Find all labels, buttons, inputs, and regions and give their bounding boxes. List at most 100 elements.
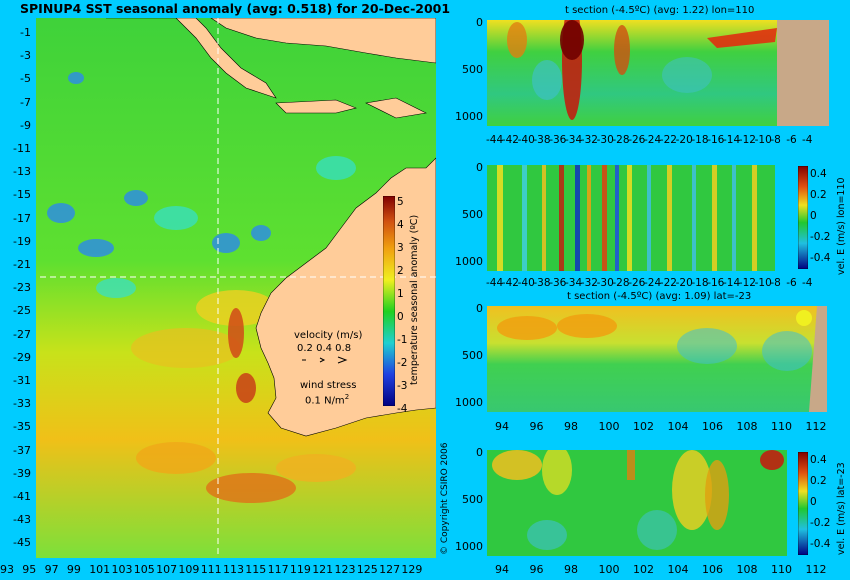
panel2-y-tick: 0 xyxy=(476,161,483,174)
longitude-tick-label: 93 xyxy=(0,563,14,576)
longitude-tick-label: 115 xyxy=(245,563,267,576)
panel3-title: t section (-4.5ºC) (avg: 1.09) lat=-23 xyxy=(567,291,752,302)
indonesia-land xyxy=(106,18,277,99)
panel1-x-tick: -32 xyxy=(580,134,598,146)
panel3-x-tick: 106 xyxy=(702,420,723,433)
panel1-x-tick: -28 xyxy=(612,134,630,146)
map-colorbar-label: temperature seasonal anomaly (ºC) xyxy=(409,214,420,385)
latitude-tick-label: -23 xyxy=(13,281,31,295)
longitude-tick-label: 125 xyxy=(356,563,378,576)
warm-anomaly-patches xyxy=(131,290,356,503)
panel2-y-tick: 500 xyxy=(462,208,483,221)
panel4-x-tick: 94 xyxy=(495,563,509,576)
latitude-tick-label: -35 xyxy=(13,420,31,434)
panel4-colorbar-tick: -0.2 xyxy=(810,517,831,529)
panel1-x-tick: -36 xyxy=(549,134,567,146)
longitude-tick-label: 119 xyxy=(289,563,311,576)
longitude-tick-label: 99 xyxy=(66,563,81,576)
panel1-x-tick: -6 xyxy=(786,134,797,146)
panel2-colorbar-tick: -0.2 xyxy=(810,231,831,243)
panel4-colorbar-tick: 0.4 xyxy=(810,454,827,466)
panel2-colorbar-label: vel. E (m/s) lon=110 xyxy=(836,177,847,275)
panel3-section-plot xyxy=(487,306,827,412)
longitude-tick-label: 127 xyxy=(379,563,401,576)
panel4-x-tick: 110 xyxy=(771,563,792,576)
panel2-x-tick: -32 xyxy=(580,277,598,289)
map-colorbar-tick: 2 xyxy=(397,265,404,277)
longitude-tick-label: 107 xyxy=(156,563,178,576)
velocity-legend-values: 0.2 0.4 0.8 xyxy=(297,343,352,354)
panel1-x-tick: -38 xyxy=(533,134,551,146)
longitude-tick-label: 111 xyxy=(200,563,222,576)
panel3-x-tick: 110 xyxy=(771,420,792,433)
panel3-y-tick: 1000 xyxy=(455,396,483,409)
latitude-tick-label: -43 xyxy=(13,513,31,527)
panel1-x-tick: -18 xyxy=(691,134,709,146)
panel4-y-tick: 500 xyxy=(462,493,483,506)
panel1-x-tick: -16 xyxy=(707,134,725,146)
latitude-tick-label: -31 xyxy=(13,374,31,387)
map-colorbar-tick: -3 xyxy=(397,380,408,392)
latitude-tick-label: -1 xyxy=(20,26,31,39)
panel2-x-tick: -22 xyxy=(659,277,677,289)
latitude-tick-label: -41 xyxy=(13,490,31,503)
latitude-tick-label: -29 xyxy=(13,350,31,364)
panel3-x-tick: 94 xyxy=(495,420,509,433)
panel4-x-tick: 112 xyxy=(805,563,827,576)
latitude-tick-label: -3 xyxy=(20,49,31,63)
map-colorbar-tick: 1 xyxy=(397,288,404,300)
panel3-y-tick: 500 xyxy=(462,349,483,362)
longitude-tick-label: 95 xyxy=(22,563,37,576)
map-colorbar-tick: 5 xyxy=(397,196,404,208)
panel1-x-tick: -20 xyxy=(675,134,693,146)
map-colorbar-tick: -4 xyxy=(397,403,408,415)
panel3-x-tick: 102 xyxy=(633,420,654,433)
panel3-x-tick: 98 xyxy=(564,420,578,433)
map-colorbar-tick: -2 xyxy=(397,357,408,369)
panel2-x-tick: -26 xyxy=(628,277,646,289)
panel2-x-tick: -44 xyxy=(486,277,504,289)
panel2-x-tick: -4 xyxy=(802,277,813,289)
panel2-x-tick: -42 xyxy=(501,277,519,289)
panel2-x-tick: -34 xyxy=(565,277,583,289)
panel4-colorbar-tick: 0.2 xyxy=(810,475,827,487)
panel1-x-tick: -30 xyxy=(596,134,614,146)
panel4-y-tick: 0 xyxy=(476,446,483,459)
panel1-x-tick: -12 xyxy=(738,134,756,146)
panel4-x-tick: 100 xyxy=(598,563,620,576)
panel4-x-tick: 98 xyxy=(564,563,578,576)
panel2-x-tick: -38 xyxy=(533,277,551,289)
longitude-tick-label: 129 xyxy=(401,563,423,576)
panel4-y-tick: 1000 xyxy=(455,540,483,553)
longitude-tick-label: 105 xyxy=(133,563,155,576)
panel1-x-tick: -44 xyxy=(486,134,504,146)
longitude-tick-label: 101 xyxy=(89,563,111,576)
latitude-tick-label: -39 xyxy=(13,466,31,480)
sst-map xyxy=(36,18,436,558)
copyright-text: © Copyright CSIRO 2006 xyxy=(440,442,450,555)
panel1-title: t section (-4.5ºC) (avg: 1.22) lon=110 xyxy=(565,5,755,16)
panel3-x-tick: 112 xyxy=(805,420,827,433)
latitude-tick-label: -5 xyxy=(20,72,31,86)
panel3-x-tick: 100 xyxy=(598,420,620,433)
latitude-tick-label: -15 xyxy=(13,188,31,202)
latitude-tick-label: -11 xyxy=(13,142,31,155)
map-colorbar-tick: 0 xyxy=(397,311,404,323)
latitude-tick-label: -33 xyxy=(13,397,31,411)
panel2-x-tick: -40 xyxy=(517,277,535,289)
latitude-tick-label: -37 xyxy=(13,443,31,457)
panel1-x-tick: -34 xyxy=(565,134,583,146)
panel2-x-tick: -14 xyxy=(723,277,741,289)
panel4-x-tick: 104 xyxy=(667,563,689,576)
panel1-x-tick: -10 xyxy=(754,134,772,146)
velocity-legend-label: velocity (m/s) xyxy=(294,330,363,341)
wind-stress-label: wind stress xyxy=(300,380,357,391)
latitude-tick-label: -21 xyxy=(13,258,31,271)
panel1-y-tick: 500 xyxy=(462,63,483,76)
longitude-tick-label: 123 xyxy=(334,563,356,576)
panel2-colorbar-tick: 0 xyxy=(810,210,817,222)
panel2-x-tick: -28 xyxy=(612,277,630,289)
velocity-arrows-icon xyxy=(302,356,348,364)
panel1-x-tick: -40 xyxy=(517,134,535,146)
longitude-tick-label: 109 xyxy=(178,563,200,576)
